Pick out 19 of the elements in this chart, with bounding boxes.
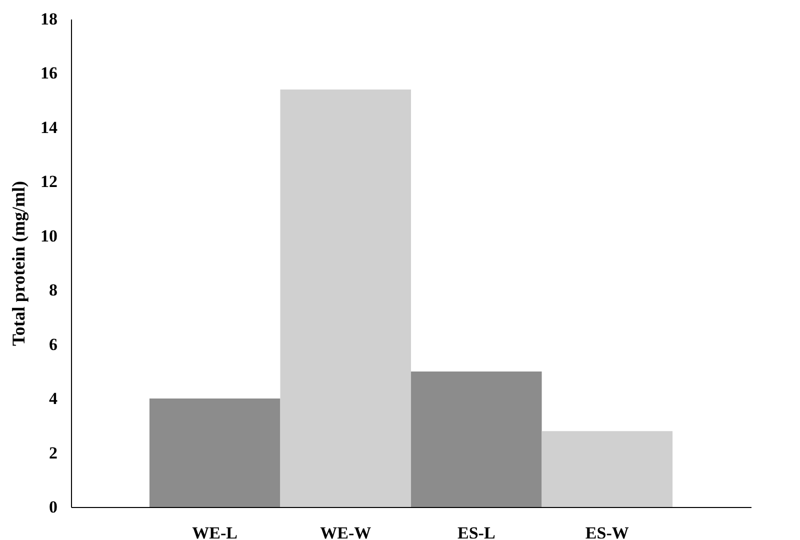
y-tick-label: 12 <box>40 172 58 192</box>
y-tick-label: 8 <box>49 280 58 300</box>
x-tick-label: WE-L <box>192 524 238 540</box>
y-tick-label: 2 <box>49 443 58 462</box>
bar <box>280 89 411 507</box>
y-tick-label: 10 <box>40 226 58 246</box>
y-axis-title: Total protein (mg/ml) <box>8 180 28 346</box>
x-tick-label: ES-W <box>585 524 629 540</box>
y-tick-label: 6 <box>49 334 58 354</box>
bar <box>542 431 673 507</box>
y-tick-label: 4 <box>49 389 58 408</box>
bar <box>411 371 542 507</box>
x-tick-label: ES-L <box>457 524 496 540</box>
y-tick-label: 0 <box>49 498 58 516</box>
y-tick-label: 14 <box>40 118 58 137</box>
y-tick-label: 16 <box>40 64 58 83</box>
y-tick-label: 18 <box>40 10 58 28</box>
x-tick-label: WE-W <box>320 524 372 540</box>
bar <box>149 398 280 507</box>
